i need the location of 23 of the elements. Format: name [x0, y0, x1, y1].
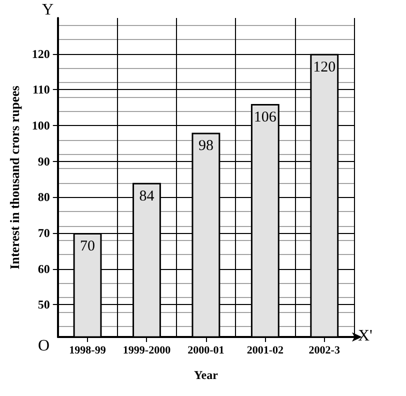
data-label: 120 — [313, 59, 336, 76]
x-tick-label: 1999-2000 — [122, 344, 172, 356]
y-tick-label: 110 — [32, 82, 50, 97]
y-tick-label: 100 — [32, 118, 50, 133]
text: X' — [358, 328, 373, 344]
x-axis-title: Year — [194, 368, 219, 382]
y-tick-label: 60 — [38, 262, 50, 276]
x-tick-label: 2002-3 — [308, 344, 340, 356]
y-tick-label: 80 — [38, 190, 50, 204]
text: O — [38, 338, 50, 354]
y-axis-title: Interest in thousand crors rupees — [7, 86, 22, 270]
x-tick-label: 1998-99 — [69, 344, 106, 356]
data-label: 84 — [139, 188, 155, 204]
y-tick-label: 90 — [38, 154, 50, 168]
data-label: 98 — [198, 138, 214, 154]
data-label: 106 — [254, 110, 277, 126]
y-tick-label: 50 — [38, 298, 50, 312]
y-tick-label: 120 — [32, 46, 50, 61]
data-label: 70 — [80, 238, 96, 255]
x-tick-label: 2001-02 — [246, 344, 284, 356]
x-tick-label: 2000-01 — [188, 344, 224, 356]
text: Y — [42, 2, 54, 18]
y-tick-label: 70 — [38, 226, 50, 240]
